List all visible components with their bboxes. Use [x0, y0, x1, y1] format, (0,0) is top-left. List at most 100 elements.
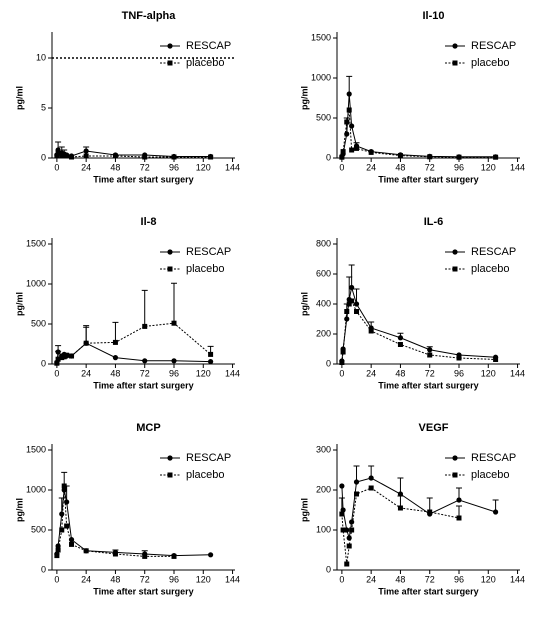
panel-title: IL-6: [424, 216, 444, 228]
marker: [171, 553, 177, 559]
series-line: [341, 477, 496, 539]
marker: [64, 153, 70, 159]
x-tick-label: 24: [81, 368, 91, 378]
error-bar: [346, 75, 353, 94]
error-bar: [112, 321, 119, 343]
x-tick-label: 96: [169, 368, 179, 378]
marker: [397, 335, 404, 341]
marker: [353, 479, 360, 485]
error-bar: [83, 325, 90, 344]
x-axis-label: Time after start surgery: [93, 586, 193, 596]
panel: Il-10 Time after start surgery pg/ml 0 500 10…: [299, 10, 525, 184]
x-tick-label: 96: [169, 162, 179, 172]
marker: [427, 154, 433, 160]
y-tick-label: 600: [316, 268, 331, 278]
y-tick-label: 500: [31, 524, 46, 534]
marker: [368, 475, 374, 481]
marker: [349, 284, 355, 291]
series-line: [341, 287, 496, 362]
marker: [171, 154, 177, 160]
legend-marker: [167, 249, 173, 255]
x-tick-label: 0: [54, 368, 59, 378]
x-tick-label: 120: [481, 574, 496, 584]
legend-label: placebo: [186, 57, 225, 69]
marker: [493, 357, 499, 362]
panel-title: Il-8: [141, 216, 157, 228]
marker: [368, 328, 374, 334]
marker: [340, 527, 346, 533]
legend-marker: [167, 472, 173, 478]
legend-label: RESCAP: [186, 40, 231, 52]
x-tick-label: 0: [54, 574, 59, 584]
x-tick-label: 72: [425, 574, 435, 584]
marker: [339, 483, 345, 489]
marker: [83, 148, 89, 154]
legend-marker: [167, 455, 173, 461]
marker: [83, 153, 89, 159]
x-tick-label: 96: [454, 574, 464, 584]
legend-marker: [452, 455, 458, 461]
marker: [112, 153, 118, 159]
x-tick-label: 144: [225, 574, 240, 584]
x-tick-label: 24: [366, 574, 376, 584]
y-tick-label: 200: [316, 484, 331, 494]
y-tick-label: 500: [316, 112, 331, 122]
x-tick-label: 120: [196, 368, 211, 378]
x-axis-label: Time after start surgery: [93, 174, 193, 184]
x-tick-label: 96: [454, 162, 464, 172]
panel: IL-6 Time after start surgery pg/ml 0 200 400…: [299, 216, 525, 390]
marker: [61, 483, 67, 489]
marker: [339, 360, 345, 365]
y-axis-label: pg/ml: [14, 86, 24, 110]
marker: [339, 154, 345, 160]
x-axis-label: Time after start surgery: [378, 586, 478, 596]
marker: [68, 537, 75, 543]
marker: [171, 320, 177, 326]
marker: [456, 515, 462, 521]
y-axis-label: pg/ml: [299, 86, 309, 110]
marker: [83, 340, 89, 346]
marker: [55, 547, 61, 553]
series-line: [56, 342, 211, 363]
series-line: [341, 109, 496, 158]
legend-marker: [452, 249, 458, 255]
x-tick-label: 144: [510, 368, 525, 378]
series-line: [341, 487, 460, 565]
marker: [69, 541, 75, 547]
x-tick-label: 48: [110, 574, 120, 584]
marker: [353, 301, 360, 307]
marker: [397, 505, 403, 511]
x-axis-label: Time after start surgery: [93, 380, 193, 390]
x-tick-label: 48: [110, 162, 120, 172]
error-bar: [353, 465, 360, 482]
marker: [427, 509, 433, 515]
x-tick-label: 144: [510, 162, 525, 172]
x-tick-label: 72: [425, 162, 435, 172]
x-tick-label: 24: [366, 368, 376, 378]
panel-title: Il-10: [422, 10, 444, 22]
x-tick-label: 120: [481, 368, 496, 378]
legend-marker: [452, 266, 458, 272]
x-tick-label: 0: [339, 162, 344, 172]
y-tick-label: 1500: [26, 238, 46, 248]
x-tick-label: 72: [140, 162, 150, 172]
x-tick-label: 144: [510, 574, 525, 584]
y-tick-label: 0: [326, 152, 331, 162]
series-line: [56, 322, 211, 364]
marker: [142, 154, 148, 160]
x-tick-label: 48: [110, 368, 120, 378]
panel-title: VEGF: [419, 422, 449, 434]
y-tick-label: 800: [316, 238, 331, 248]
marker: [54, 553, 60, 559]
marker: [427, 352, 433, 358]
y-tick-label: 10: [36, 52, 46, 62]
legend-marker: [167, 43, 173, 49]
marker: [346, 91, 352, 97]
marker: [208, 552, 214, 558]
legend-marker: [452, 472, 458, 478]
legend-label: placebo: [471, 469, 510, 481]
y-tick-label: 0: [326, 564, 331, 574]
marker: [368, 485, 374, 491]
x-tick-label: 24: [81, 574, 91, 584]
legend-label: RESCAP: [471, 452, 516, 464]
